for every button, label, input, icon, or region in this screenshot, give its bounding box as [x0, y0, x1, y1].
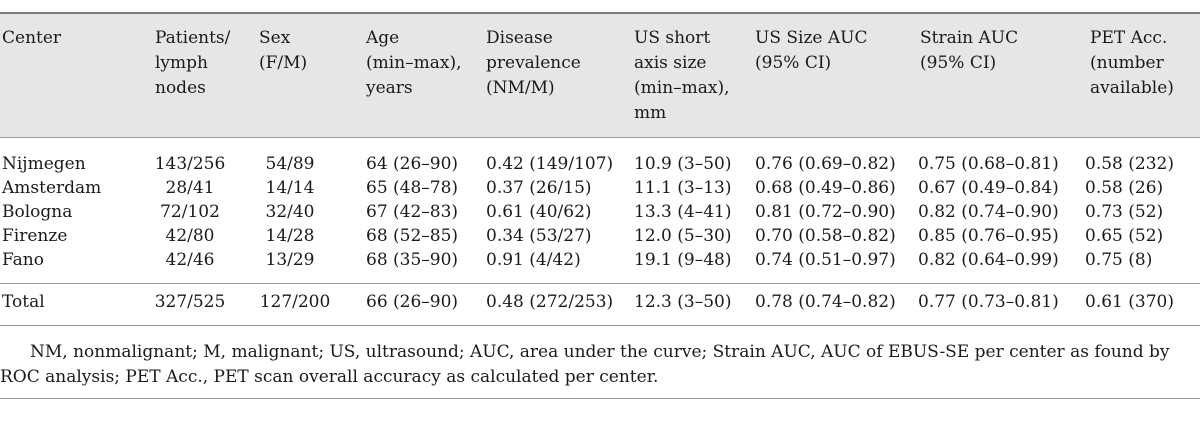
results-table: Center Patients/ lymph nodes Sex (F/M) A… [0, 12, 1200, 326]
header-us-auc: US Size AUC (95% CI) [755, 28, 868, 73]
cell-prevalence: 0.48 (272/253) [486, 292, 614, 312]
cell-us-auc: 0.68 (0.49–0.86) [755, 178, 896, 198]
header-center: Center [2, 28, 62, 48]
table-top-rule [0, 12, 1200, 14]
cell-us-auc: 0.81 (0.72–0.90) [755, 202, 896, 222]
cell-center: Total [2, 292, 45, 312]
cell-age: 67 (42–83) [366, 202, 459, 222]
header-bottom-rule [0, 137, 1200, 138]
cell-strain-auc: 0.67 (0.49–0.84) [918, 178, 1059, 198]
cell-sex: 32/40 [265, 202, 315, 222]
cell-patients: 42/80 [165, 226, 215, 246]
cell-strain-auc: 0.85 (0.76–0.95) [918, 226, 1059, 246]
cell-pet-acc: 0.61 (370) [1085, 292, 1174, 312]
table-row: Nijmegen 143/256 54/89 64 (26–90) 0.42 (… [0, 152, 1200, 176]
cell-age: 68 (52–85) [366, 226, 459, 246]
cell-prevalence: 0.91 (4/42) [486, 250, 581, 270]
cell-us-size: 11.1 (3–13) [634, 178, 732, 198]
cell-patients: 327/525 [154, 292, 226, 312]
cell-pet-acc: 0.73 (52) [1085, 202, 1164, 222]
cell-prevalence: 0.42 (149/107) [486, 154, 614, 174]
header-pet-acc: PET Acc. (number available) [1090, 28, 1174, 98]
table-bottom-rule [0, 325, 1200, 326]
cell-age: 64 (26–90) [366, 154, 459, 174]
cell-age: 65 (48–78) [366, 178, 459, 198]
cell-patients: 42/46 [165, 250, 215, 270]
cell-pet-acc: 0.75 (8) [1085, 250, 1153, 270]
cell-prevalence: 0.61 (40/62) [486, 202, 592, 222]
cell-pet-acc: 0.58 (26) [1085, 178, 1164, 198]
cell-sex: 127/200 [259, 292, 331, 312]
cell-strain-auc: 0.82 (0.74–0.90) [918, 202, 1059, 222]
cell-prevalence: 0.34 (53/27) [486, 226, 592, 246]
cell-sex: 54/89 [265, 154, 315, 174]
cell-us-size: 13.3 (4–41) [634, 202, 732, 222]
header-us-size: US short axis size (min–max), mm [634, 28, 730, 123]
table-row: Bologna 72/102 32/40 67 (42–83) 0.61 (40… [0, 200, 1200, 224]
table-header-band [0, 13, 1200, 137]
cell-us-size: 12.0 (5–30) [634, 226, 732, 246]
cell-center: Amsterdam [2, 178, 102, 198]
cell-patients: 28/41 [165, 178, 215, 198]
cell-us-auc: 0.76 (0.69–0.82) [755, 154, 896, 174]
cell-us-size: 10.9 (3–50) [634, 154, 732, 174]
table-row: Fano 42/46 13/29 68 (35–90) 0.91 (4/42) … [0, 248, 1200, 272]
cell-center: Nijmegen [2, 154, 86, 174]
cell-us-auc: 0.78 (0.74–0.82) [755, 292, 896, 312]
header-age: Age (min–max), years [366, 28, 462, 98]
cell-strain-auc: 0.77 (0.73–0.81) [918, 292, 1059, 312]
cell-age: 66 (26–90) [366, 292, 459, 312]
cell-center: Firenze [2, 226, 68, 246]
cell-us-size: 19.1 (9–48) [634, 250, 732, 270]
table-total-row: Total 327/525 127/200 66 (26–90) 0.48 (2… [0, 290, 1200, 314]
cell-patients: 143/256 [154, 154, 226, 174]
cell-patients: 72/102 [160, 202, 220, 222]
page-bottom-rule [0, 398, 1200, 399]
header-patients: Patients/ lymph nodes [155, 28, 231, 98]
header-sex: Sex (F/M) [259, 28, 308, 73]
cell-pet-acc: 0.65 (52) [1085, 226, 1164, 246]
cell-prevalence: 0.37 (26/15) [486, 178, 592, 198]
table-footnote: NM, nonmalignant; M, malignant; US, ultr… [0, 342, 1170, 387]
header-prevalence: Disease prevalence (NM/M) [486, 28, 581, 98]
cell-us-auc: 0.70 (0.58–0.82) [755, 226, 896, 246]
header-strain-auc: Strain AUC (95% CI) [920, 28, 1019, 73]
cell-strain-auc: 0.82 (0.64–0.99) [918, 250, 1059, 270]
table-row: Amsterdam 28/41 14/14 65 (48–78) 0.37 (2… [0, 176, 1200, 200]
cell-sex: 13/29 [265, 250, 315, 270]
cell-center: Fano [2, 250, 44, 270]
table-row: Firenze 42/80 14/28 68 (52–85) 0.34 (53/… [0, 224, 1200, 248]
cell-strain-auc: 0.75 (0.68–0.81) [918, 154, 1059, 174]
cell-pet-acc: 0.58 (232) [1085, 154, 1174, 174]
cell-sex: 14/14 [265, 178, 315, 198]
cell-us-auc: 0.74 (0.51–0.97) [755, 250, 896, 270]
total-top-rule [0, 283, 1200, 284]
cell-center: Bologna [2, 202, 73, 222]
cell-us-size: 12.3 (3–50) [634, 292, 732, 312]
cell-age: 68 (35–90) [366, 250, 459, 270]
cell-sex: 14/28 [265, 226, 315, 246]
